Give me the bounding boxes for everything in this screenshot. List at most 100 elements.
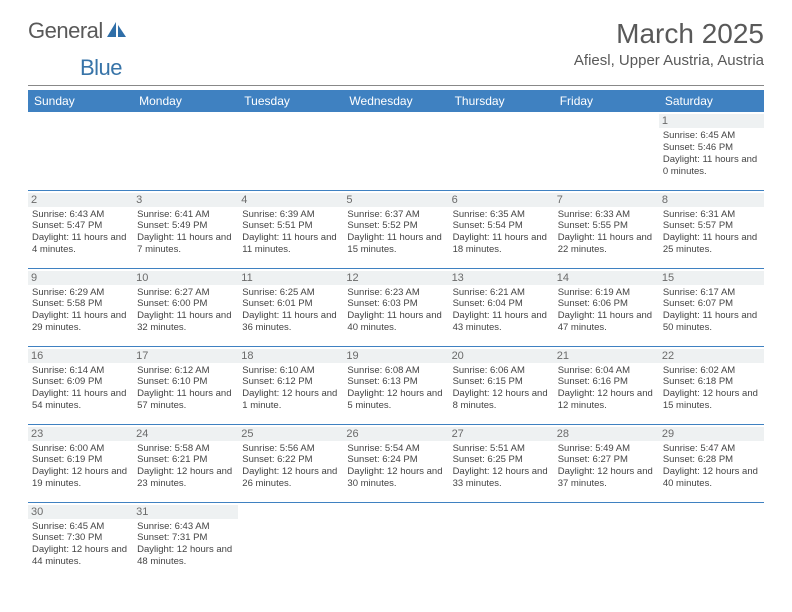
daylight: Daylight: 11 hours and 29 minutes. [32,310,129,334]
daylight: Daylight: 12 hours and 44 minutes. [32,544,129,568]
header-divider [28,85,764,86]
calendar-row: 1Sunrise: 6:45 AMSunset: 5:46 PMDaylight… [28,112,764,190]
calendar-body: 1Sunrise: 6:45 AMSunset: 5:46 PMDaylight… [28,112,764,580]
calendar-cell: 1Sunrise: 6:45 AMSunset: 5:46 PMDaylight… [659,112,764,190]
day-number: 23 [28,427,133,441]
sunrise: Sunrise: 6:45 AM [663,130,760,142]
calendar-cell [343,112,448,190]
day-info: Sunrise: 5:54 AMSunset: 6:24 PMDaylight:… [347,443,444,491]
daylight: Daylight: 11 hours and 25 minutes. [663,232,760,256]
calendar-cell [554,502,659,580]
sunrise: Sunrise: 6:43 AM [137,521,234,533]
calendar-cell: 15Sunrise: 6:17 AMSunset: 6:07 PMDayligh… [659,268,764,346]
sunset: Sunset: 6:27 PM [558,454,655,466]
daylight: Daylight: 11 hours and 43 minutes. [453,310,550,334]
daylight: Daylight: 12 hours and 40 minutes. [663,466,760,490]
sunset: Sunset: 6:24 PM [347,454,444,466]
dayhead-tue: Tuesday [238,90,343,112]
day-info: Sunrise: 6:19 AMSunset: 6:06 PMDaylight:… [558,287,655,335]
day-info: Sunrise: 6:10 AMSunset: 6:12 PMDaylight:… [242,365,339,413]
sunrise: Sunrise: 5:56 AM [242,443,339,455]
sunset: Sunset: 6:28 PM [663,454,760,466]
day-info: Sunrise: 5:58 AMSunset: 6:21 PMDaylight:… [137,443,234,491]
daylight: Daylight: 11 hours and 18 minutes. [453,232,550,256]
sunset: Sunset: 6:19 PM [32,454,129,466]
calendar-cell: 27 Sunrise: 5:51 AMSunset: 6:25 PMDayligh… [449,424,554,502]
sunrise: Sunrise: 6:06 AM [453,365,550,377]
sunset: Sunset: 6:10 PM [137,376,234,388]
logo-text-blue: Blue [80,55,122,80]
sunset: Sunset: 5:52 PM [347,220,444,232]
daylight: Daylight: 12 hours and 48 minutes. [137,544,234,568]
sunset: Sunset: 7:30 PM [32,532,129,544]
sunrise: Sunrise: 6:33 AM [558,209,655,221]
day-number: 27 [449,427,554,441]
calendar-cell: 10Sunrise: 6:27 AMSunset: 6:00 PMDayligh… [133,268,238,346]
day-info: Sunrise: 6:14 AMSunset: 6:09 PMDaylight:… [32,365,129,413]
sunrise: Sunrise: 6:02 AM [663,365,760,377]
day-info: Sunrise: 6:43 AMSunset: 7:31 PMDaylight:… [137,521,234,569]
day-info: Sunrise: 5:51 AMSunset: 6:25 PMDaylight:… [453,443,550,491]
calendar-cell: 28 Sunrise: 5:49 AMSunset: 6:27 PMDayligh… [554,424,659,502]
sunset: Sunset: 6:09 PM [32,376,129,388]
sunrise: Sunrise: 5:54 AM [347,443,444,455]
calendar-head: Sunday Monday Tuesday Wednesday Thursday… [28,90,764,112]
sunrise: Sunrise: 6:10 AM [242,365,339,377]
calendar-cell: 11 Sunrise: 6:25 AMSunset: 6:01 PMDayligh… [238,268,343,346]
day-number: 30 [28,505,133,519]
title-block: March 2025 Afiesl, Upper Austria, Austri… [574,18,764,69]
sunrise: Sunrise: 6:17 AM [663,287,760,299]
sunrise: Sunrise: 6:43 AM [32,209,129,221]
day-number: 24 [133,427,238,441]
calendar-cell [133,112,238,190]
day-number: 11 [238,271,343,285]
day-info: Sunrise: 5:47 AMSunset: 6:28 PMDaylight:… [663,443,760,491]
sunset: Sunset: 6:06 PM [558,298,655,310]
calendar-row: 16Sunrise: 6:14 AMSunset: 6:09 PMDayligh… [28,346,764,424]
day-info: Sunrise: 6:25 AMSunset: 6:01 PMDaylight:… [242,287,339,335]
sunset: Sunset: 6:03 PM [347,298,444,310]
sunrise: Sunrise: 6:23 AM [347,287,444,299]
calendar-cell: 3Sunrise: 6:41 AMSunset: 5:49 PMDaylight… [133,190,238,268]
daylight: Daylight: 12 hours and 5 minutes. [347,388,444,412]
day-number: 28 [554,427,659,441]
sunset: Sunset: 5:51 PM [242,220,339,232]
day-number: 15 [659,271,764,285]
month-title: March 2025 [574,18,764,50]
sunset: Sunset: 6:15 PM [453,376,550,388]
calendar-cell: 14Sunrise: 6:19 AMSunset: 6:06 PMDayligh… [554,268,659,346]
day-info: Sunrise: 6:04 AMSunset: 6:16 PMDaylight:… [558,365,655,413]
daylight: Daylight: 11 hours and 47 minutes. [558,310,655,334]
calendar-cell: 16Sunrise: 6:14 AMSunset: 6:09 PMDayligh… [28,346,133,424]
sunset: Sunset: 6:18 PM [663,376,760,388]
sunrise: Sunrise: 5:49 AM [558,443,655,455]
location: Afiesl, Upper Austria, Austria [574,52,764,69]
logo-text-general: General [28,18,103,44]
sunrise: Sunrise: 6:45 AM [32,521,129,533]
day-info: Sunrise: 5:49 AMSunset: 6:27 PMDaylight:… [558,443,655,491]
logo-sail-icon [106,20,128,43]
sunset: Sunset: 6:07 PM [663,298,760,310]
calendar-cell: 4Sunrise: 6:39 AMSunset: 5:51 PMDaylight… [238,190,343,268]
day-info: Sunrise: 6:35 AMSunset: 5:54 PMDaylight:… [453,209,550,257]
day-info: Sunrise: 6:43 AMSunset: 5:47 PMDaylight:… [32,209,129,257]
calendar-cell [449,112,554,190]
daylight: Daylight: 11 hours and 54 minutes. [32,388,129,412]
sunset: Sunset: 6:12 PM [242,376,339,388]
day-number: 3 [133,193,238,207]
day-info: Sunrise: 6:29 AMSunset: 5:58 PMDaylight:… [32,287,129,335]
calendar-row: 30Sunrise: 6:45 AMSunset: 7:30 PMDayligh… [28,502,764,580]
day-info: Sunrise: 6:21 AMSunset: 6:04 PMDaylight:… [453,287,550,335]
calendar-cell: 18Sunrise: 6:10 AMSunset: 6:12 PMDayligh… [238,346,343,424]
calendar-cell [659,502,764,580]
daylight: Daylight: 11 hours and 57 minutes. [137,388,234,412]
day-info: Sunrise: 6:33 AMSunset: 5:55 PMDaylight:… [558,209,655,257]
calendar-cell: 30 Sunrise: 6:45 AMSunset: 7:30 PMDayligh… [28,502,133,580]
sunset: Sunset: 5:49 PM [137,220,234,232]
day-number: 9 [28,271,133,285]
calendar-cell: 29Sunrise: 5:47 AMSunset: 6:28 PMDayligh… [659,424,764,502]
dayhead-sun: Sunday [28,90,133,112]
calendar-cell: 31Sunrise: 6:43 AMSunset: 7:31 PMDayligh… [133,502,238,580]
calendar-cell [554,112,659,190]
sunrise: Sunrise: 6:08 AM [347,365,444,377]
